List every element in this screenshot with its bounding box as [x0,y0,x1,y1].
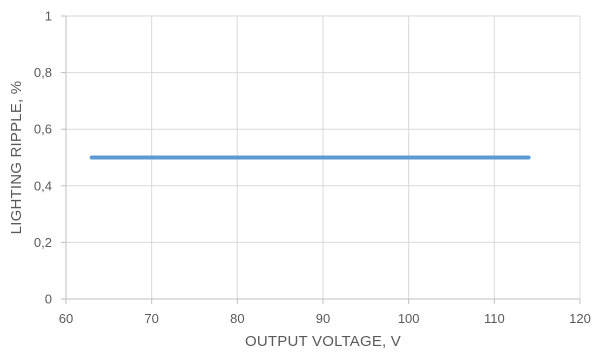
x-tick-label: 120 [569,311,591,326]
y-tick-label: 0,2 [34,235,52,250]
y-tick-label: 0,4 [34,178,52,193]
x-tick-label: 100 [398,311,420,326]
x-tick-label: 80 [230,311,244,326]
x-tick-labels: 60 70 80 90 100 110 120 [59,311,591,326]
axes [61,15,581,304]
x-tick-label: 90 [316,311,330,326]
y-tick-label: 0,6 [34,122,52,137]
y-tick-label: 1 [45,9,52,24]
x-axis-title: OUTPUT VOLTAGE, V [245,333,401,350]
y-tick-labels: 0 0,2 0,4 0,6 0,8 1 [34,9,52,307]
y-axis-title: LIGHTING RIPPLE, % [8,81,25,235]
y-tick-label: 0 [45,292,52,307]
x-tick-label: 60 [59,311,73,326]
x-tick-label: 70 [144,311,158,326]
x-tick-label: 110 [484,311,505,326]
y-tick-label: 0,8 [34,65,52,80]
